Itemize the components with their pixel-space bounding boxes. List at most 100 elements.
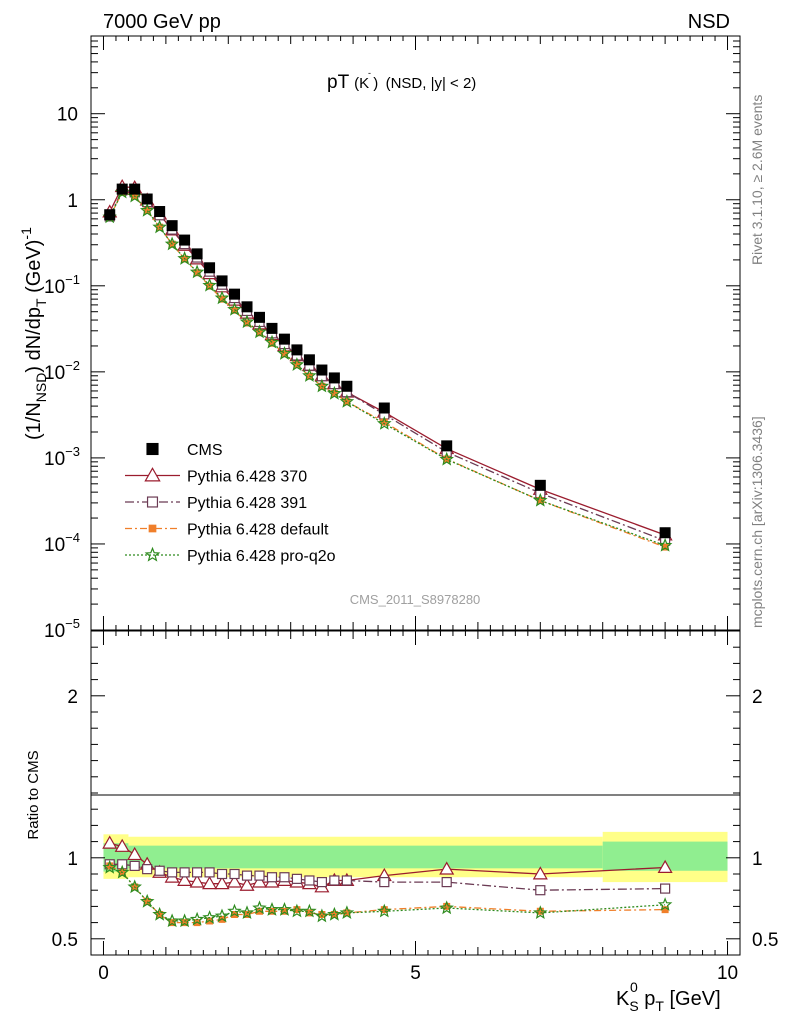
ratio-point — [533, 905, 548, 920]
ratio-point — [318, 911, 326, 918]
ratio-point — [279, 872, 290, 883]
data-point — [536, 496, 544, 504]
ylabel-sup-c: -1 — [18, 227, 34, 240]
mcplots-label: mcplots.cern.ch [arXiv:1306.3436] — [749, 416, 765, 628]
data-point — [189, 264, 205, 279]
ratio-point — [380, 906, 388, 914]
ratio-point — [439, 900, 454, 915]
data-point — [439, 451, 454, 466]
ratio-point — [117, 859, 128, 870]
ratio-y-tick-label: 1 — [67, 849, 78, 870]
ratio-point — [229, 868, 240, 880]
ratio-point — [227, 903, 242, 918]
main-frame — [90, 35, 741, 631]
data-point — [202, 277, 217, 292]
ratio-point — [302, 903, 317, 918]
ratio-point — [154, 865, 165, 876]
data-point — [129, 183, 141, 195]
ratio-point — [129, 860, 140, 872]
ratio-point — [305, 909, 313, 917]
ylabel-sub-b: T — [33, 298, 49, 307]
ratio-point — [291, 873, 303, 884]
main-series — [102, 178, 673, 552]
data-point — [152, 219, 167, 234]
ratio-point — [177, 872, 193, 886]
ratio-line — [109, 866, 666, 922]
ratio-point — [139, 893, 155, 908]
ratio-y-tick-label: 0.5 — [52, 930, 78, 951]
ratio-point — [102, 859, 117, 874]
ratio-y-tick-label-right: 1 — [752, 849, 763, 870]
ratio-point — [179, 867, 190, 878]
uncertainty-band-green — [128, 845, 603, 869]
ratio-point — [114, 864, 130, 879]
ratio-point — [327, 906, 342, 921]
y-tick-label: 10−3 — [44, 444, 80, 470]
data-point — [280, 350, 288, 358]
data-point — [166, 220, 178, 232]
ratio-series — [102, 835, 673, 928]
ratio-point — [254, 870, 265, 881]
y-tick-base: 10 — [44, 277, 65, 298]
x-tick-label: 5 — [410, 963, 421, 984]
data-point — [330, 390, 338, 398]
ratio-line — [109, 863, 666, 891]
ylabel-part-b: ) dN/dp — [23, 307, 45, 373]
ratio-point — [127, 846, 143, 861]
y-tick-exp: −4 — [65, 530, 80, 545]
ratio-panel: 0.5 0.51 12 20 5 10 Ratio to CMS KS pT [GeV] … — [25, 630, 778, 1014]
y-tick-label: 10−1 — [44, 272, 80, 298]
ratio-point — [536, 907, 544, 915]
data-point — [154, 206, 166, 218]
data-point — [143, 207, 151, 215]
ratio-point — [214, 876, 230, 890]
data-point — [277, 345, 292, 360]
y-tick-base: 10 — [44, 449, 65, 470]
data-point — [533, 492, 548, 507]
ratio-point — [181, 919, 189, 927]
ylabel-sub-a: NSD — [33, 373, 49, 403]
data-point — [191, 248, 203, 260]
data-point — [193, 269, 201, 277]
ratio-point — [204, 867, 215, 878]
data-point — [204, 262, 216, 274]
data-point — [141, 193, 153, 205]
y-tick-base: 10 — [44, 363, 65, 384]
series-4 — [102, 184, 673, 552]
data-point — [255, 329, 263, 337]
ratio-ylabel: Ratio to CMS — [25, 750, 42, 839]
y-tick-label: 1 — [67, 191, 78, 212]
data-point — [229, 288, 241, 300]
data-point — [661, 543, 669, 551]
xlabel-k-sub: S — [629, 998, 638, 1014]
y-tick-base: 1 — [67, 191, 78, 212]
ratio-point — [106, 862, 114, 870]
ratio-point — [167, 867, 178, 878]
ratio-point — [143, 898, 151, 906]
ratio-point — [264, 901, 280, 916]
ratio-point — [277, 901, 292, 916]
header-left: 7000 GeV pp — [103, 11, 221, 33]
ratio-point — [377, 903, 392, 918]
ratio-point — [304, 875, 315, 886]
ratio-point — [164, 913, 180, 928]
data-point — [291, 344, 303, 356]
ratio-point — [293, 906, 301, 914]
data-point — [179, 234, 191, 246]
xlabel-unit: [GeV] — [664, 988, 721, 1010]
ratio-point — [443, 902, 451, 910]
data-point — [441, 440, 453, 452]
xlabel-k-sup: 0 — [630, 979, 638, 995]
data-point — [328, 372, 340, 384]
legend-marker — [146, 442, 159, 456]
series-line — [109, 191, 666, 547]
data-point — [314, 378, 330, 393]
data-point — [293, 361, 301, 369]
data-point — [316, 364, 328, 376]
data-point — [341, 380, 353, 392]
data-point — [241, 301, 253, 313]
data-point — [278, 333, 290, 345]
ratio-point — [142, 864, 153, 875]
xlabel: KS pT [GeV] — [616, 988, 721, 1014]
ratio-frame — [90, 630, 741, 956]
